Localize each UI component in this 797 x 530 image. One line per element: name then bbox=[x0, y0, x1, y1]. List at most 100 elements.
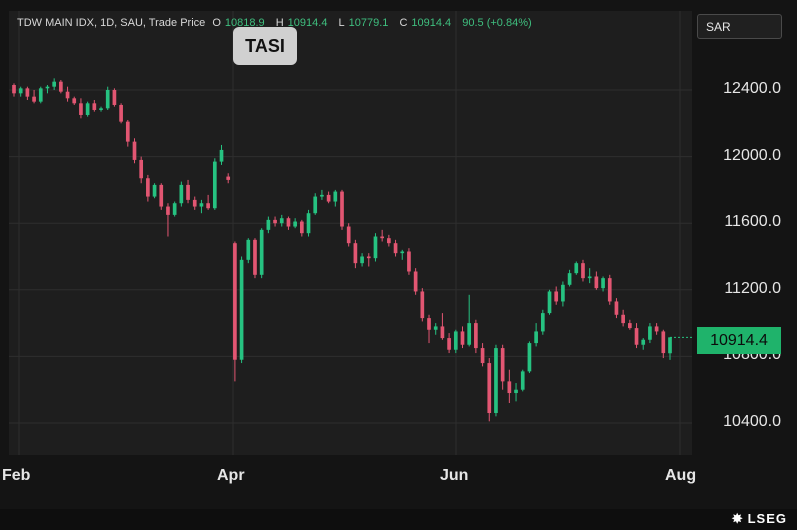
candle-body bbox=[52, 81, 57, 87]
candle bbox=[18, 86, 23, 97]
candle bbox=[474, 319, 478, 354]
candle bbox=[494, 344, 498, 417]
candle bbox=[460, 326, 465, 349]
candle bbox=[601, 276, 605, 292]
candle-body bbox=[306, 213, 311, 234]
candle-body bbox=[427, 318, 431, 330]
candle-body bbox=[561, 284, 565, 302]
candle bbox=[520, 369, 525, 392]
candle-body bbox=[393, 243, 398, 254]
lseg-logo: ✸ LSEG bbox=[731, 511, 787, 526]
candle-body bbox=[59, 81, 63, 92]
candle-body bbox=[239, 259, 244, 360]
candle-body bbox=[373, 236, 378, 259]
candle-body bbox=[299, 221, 304, 234]
candle-body bbox=[139, 159, 144, 179]
candle-body bbox=[641, 339, 646, 345]
candle bbox=[594, 271, 599, 290]
candle-body bbox=[132, 141, 137, 160]
candle bbox=[353, 239, 358, 269]
candle bbox=[400, 249, 405, 260]
candle bbox=[186, 179, 190, 204]
open-value: 10818.9 bbox=[224, 17, 265, 29]
candle bbox=[420, 288, 425, 322]
candle bbox=[433, 323, 438, 335]
candle-body bbox=[387, 238, 391, 244]
candle bbox=[306, 209, 311, 237]
candle bbox=[259, 228, 264, 279]
candle bbox=[427, 314, 431, 344]
candle-body bbox=[587, 276, 592, 279]
candle bbox=[192, 196, 197, 210]
low-value: 10779.1 bbox=[348, 17, 389, 29]
candle bbox=[293, 218, 297, 229]
candle-body bbox=[320, 194, 324, 197]
candle-body bbox=[246, 239, 251, 260]
candle-body bbox=[105, 90, 110, 109]
candle-body bbox=[447, 338, 451, 350]
x-tick-label: Apr bbox=[217, 467, 245, 484]
candle-body bbox=[119, 104, 123, 122]
candle bbox=[273, 216, 277, 227]
candle-body bbox=[65, 91, 70, 99]
y-tick-label: 11600.0 bbox=[724, 213, 781, 231]
candle bbox=[547, 289, 552, 315]
candle-body bbox=[172, 203, 177, 215]
candle bbox=[641, 338, 646, 350]
candle-body bbox=[547, 291, 552, 314]
candle bbox=[627, 319, 632, 330]
candle bbox=[413, 268, 418, 295]
candle bbox=[527, 341, 532, 374]
candle-body bbox=[661, 331, 666, 354]
y-tick-label: 10400.0 bbox=[723, 413, 781, 430]
candle bbox=[152, 183, 157, 199]
index-tag: TASI bbox=[233, 27, 297, 65]
candle bbox=[132, 138, 137, 164]
candle bbox=[393, 239, 398, 257]
candle bbox=[581, 259, 585, 282]
candle bbox=[607, 274, 612, 305]
candle bbox=[668, 337, 672, 360]
x-tick-label: Feb bbox=[2, 467, 31, 484]
candle-body bbox=[634, 328, 639, 345]
candle bbox=[286, 216, 291, 230]
close-value: 10914.4 bbox=[411, 17, 452, 29]
candle-body bbox=[480, 348, 485, 364]
candle-body bbox=[152, 184, 157, 197]
candle bbox=[206, 194, 210, 210]
candle-body bbox=[346, 226, 351, 244]
candle-body bbox=[159, 184, 164, 207]
candle bbox=[346, 223, 351, 247]
candle-body bbox=[112, 90, 117, 105]
ohlc-header: TDW MAIN IDX, 1D, SAU, Trade Price O 1081… bbox=[17, 17, 532, 29]
symbol-label: TDW MAIN IDX, 1D, SAU, Trade Price bbox=[17, 17, 206, 29]
candle bbox=[614, 298, 619, 319]
y-tick-label: 11200.0 bbox=[724, 279, 781, 297]
candle bbox=[554, 286, 559, 305]
candle-body bbox=[407, 251, 411, 272]
x-tick-label: Jun bbox=[440, 467, 469, 484]
candle bbox=[65, 86, 70, 102]
candle-body bbox=[186, 184, 190, 200]
currency-selector[interactable]: SAR bbox=[697, 14, 782, 39]
candle bbox=[333, 189, 338, 207]
candle bbox=[219, 144, 224, 165]
candle-body bbox=[340, 191, 344, 227]
candle bbox=[253, 238, 257, 279]
candle bbox=[166, 203, 170, 237]
candle bbox=[407, 248, 411, 275]
candle bbox=[320, 189, 324, 200]
candle-body bbox=[12, 85, 16, 94]
candle bbox=[199, 199, 204, 214]
candle bbox=[233, 241, 237, 382]
candle-body bbox=[654, 326, 659, 332]
candle bbox=[59, 80, 63, 94]
candle-body bbox=[380, 236, 385, 239]
candle-body bbox=[567, 273, 572, 285]
candle bbox=[514, 383, 518, 402]
candle bbox=[500, 344, 505, 390]
candle-body bbox=[614, 301, 619, 315]
candle-body bbox=[192, 199, 197, 207]
candle bbox=[119, 103, 123, 124]
